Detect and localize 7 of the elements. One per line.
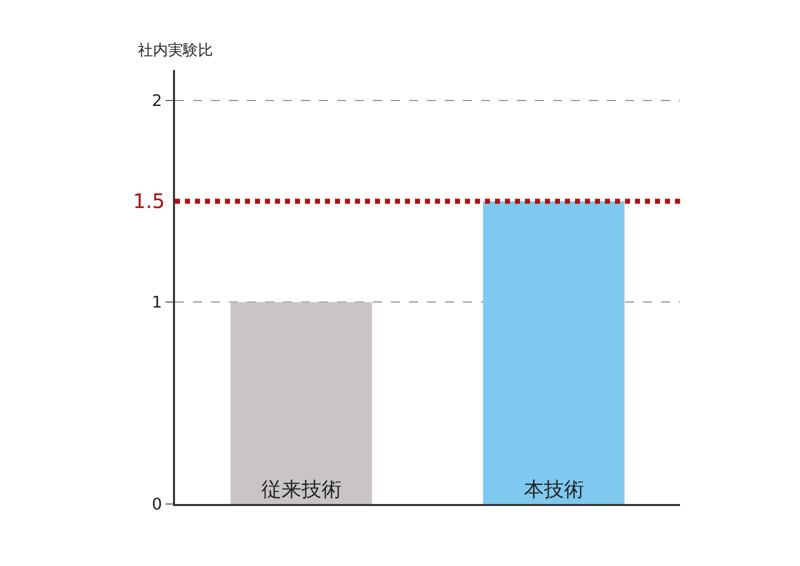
- y-tick-label: 2: [152, 90, 162, 110]
- x-tick-label: 本技術: [524, 477, 584, 501]
- y-axis-title: 社内実験比: [138, 41, 213, 59]
- ref-line-label: 1.5: [133, 189, 165, 213]
- y-tick-label: 1: [152, 292, 162, 312]
- y-tick-label: 0: [152, 494, 162, 514]
- x-tick-label: 従来技術: [261, 477, 342, 501]
